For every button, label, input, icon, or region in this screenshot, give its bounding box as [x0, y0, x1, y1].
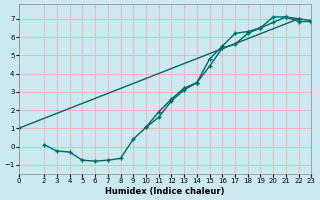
- X-axis label: Humidex (Indice chaleur): Humidex (Indice chaleur): [105, 187, 225, 196]
